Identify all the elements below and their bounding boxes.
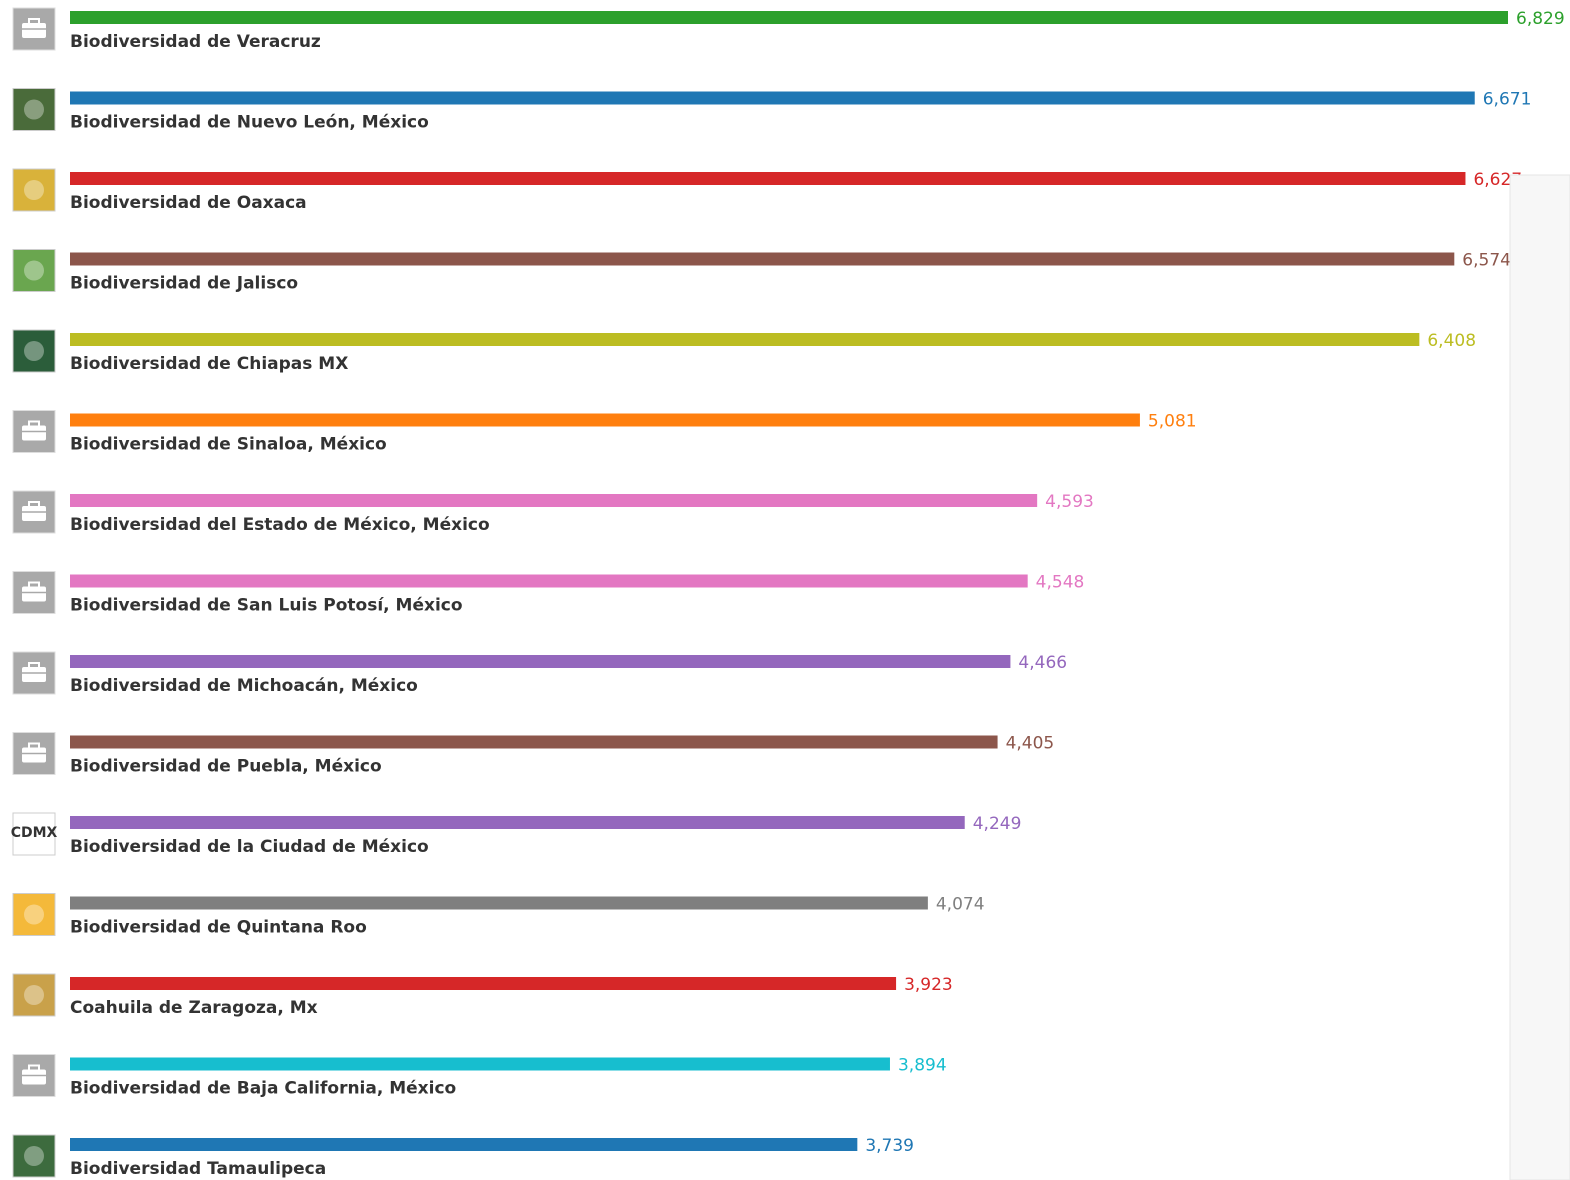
briefcase-handle bbox=[28, 501, 40, 508]
category-label: Biodiversidad de Nuevo León, México bbox=[70, 113, 429, 133]
briefcase-handle bbox=[28, 1064, 40, 1072]
briefcase bbox=[22, 506, 46, 521]
bar-value-label: 4,593 bbox=[1045, 492, 1094, 512]
category-label: Biodiversidad del Estado de México, Méxi… bbox=[70, 515, 490, 535]
category-label: Biodiversidad de Baja California, México bbox=[70, 1079, 456, 1099]
avatar-detail bbox=[24, 904, 44, 925]
avatar-detail bbox=[24, 1146, 44, 1166]
avatar-detail bbox=[24, 99, 44, 120]
avatar bbox=[12, 249, 56, 292]
avatar bbox=[12, 651, 56, 695]
bar bbox=[70, 91, 1475, 105]
briefcase bbox=[22, 23, 46, 38]
bar bbox=[70, 896, 928, 910]
briefcase-handle bbox=[28, 742, 40, 750]
avatar-bg bbox=[12, 329, 56, 373]
bar-value-label: 3,894 bbox=[898, 1056, 947, 1076]
avatar-bg bbox=[12, 249, 56, 292]
avatar bbox=[12, 732, 56, 775]
avatar bbox=[12, 571, 56, 614]
category-label: Biodiversidad de Jalisco bbox=[70, 274, 298, 294]
avatar bbox=[12, 893, 56, 936]
avatar: CDMX bbox=[11, 812, 58, 856]
briefcase bbox=[22, 425, 46, 441]
bar bbox=[70, 1057, 890, 1071]
avatar bbox=[12, 7, 56, 51]
briefcase-handle bbox=[28, 420, 40, 428]
bar-value-label: 4,405 bbox=[1006, 734, 1055, 754]
avatar-bg bbox=[12, 1134, 56, 1178]
briefcase-handle bbox=[28, 662, 40, 669]
briefcase bbox=[22, 747, 46, 763]
category-label: Biodiversidad de Oaxaca bbox=[70, 193, 307, 213]
bar-value-label: 6,408 bbox=[1427, 331, 1476, 351]
bar-value-label: 4,548 bbox=[1036, 573, 1085, 593]
briefcase-handle bbox=[28, 581, 40, 589]
bar bbox=[70, 11, 1508, 24]
category-label: Biodiversidad de Puebla, México bbox=[70, 757, 382, 777]
category-label: Biodiversidad de San Luis Potosí, México bbox=[70, 596, 463, 616]
avatar-bg bbox=[12, 88, 56, 131]
bar bbox=[70, 1138, 858, 1151]
bar-value-label: 6,829 bbox=[1516, 9, 1565, 29]
avatar-bg bbox=[12, 973, 56, 1017]
briefcase bbox=[22, 1069, 46, 1085]
category-label: Biodiversidad de la Ciudad de México bbox=[70, 837, 429, 857]
avatar-bg bbox=[12, 168, 56, 212]
bar bbox=[70, 735, 998, 749]
avatar-bg bbox=[12, 812, 56, 856]
category-label: Coahuila de Zaragoza, Mx bbox=[70, 998, 318, 1018]
avatar bbox=[12, 1054, 56, 1097]
bar bbox=[70, 494, 1038, 507]
bar bbox=[70, 977, 897, 990]
bar-value-label: 6,671 bbox=[1483, 90, 1532, 110]
category-label: Biodiversidad de Quintana Roo bbox=[70, 918, 367, 938]
bar-value-label: 5,081 bbox=[1148, 412, 1197, 432]
avatar bbox=[12, 1134, 56, 1178]
bar-value-label: 3,739 bbox=[865, 1136, 914, 1156]
category-label: Biodiversidad de Sinaloa, México bbox=[70, 435, 387, 455]
briefcase-handle bbox=[28, 18, 40, 25]
avatar bbox=[12, 490, 56, 534]
bar bbox=[70, 574, 1028, 588]
avatar-detail bbox=[24, 260, 44, 281]
avatar-logo: CDMX bbox=[11, 825, 58, 841]
avatar-detail bbox=[24, 341, 44, 361]
bar bbox=[70, 333, 1420, 346]
bar-value-label: 3,923 bbox=[904, 975, 953, 995]
category-label: Biodiversidad de Chiapas MX bbox=[70, 354, 348, 374]
bar bbox=[70, 252, 1455, 266]
avatar bbox=[12, 168, 56, 212]
avatar bbox=[12, 410, 56, 453]
bar bbox=[70, 172, 1466, 185]
bar-value-label: 6,574 bbox=[1462, 251, 1511, 271]
avatar bbox=[12, 973, 56, 1017]
avatar-detail bbox=[24, 180, 44, 200]
avatar-bg bbox=[12, 893, 56, 936]
bar bbox=[70, 655, 1011, 668]
category-label: Biodiversidad Tamaulipeca bbox=[70, 1159, 326, 1179]
side-panel bbox=[1509, 174, 1570, 1180]
bar bbox=[70, 413, 1140, 427]
avatar bbox=[12, 88, 56, 131]
bar-value-label: 4,249 bbox=[973, 814, 1022, 834]
avatar-detail bbox=[24, 985, 44, 1005]
briefcase bbox=[22, 667, 46, 682]
bar bbox=[70, 816, 965, 829]
bar-value-label: 4,074 bbox=[936, 895, 985, 915]
bar-value-label: 4,466 bbox=[1018, 653, 1067, 673]
briefcase bbox=[22, 586, 46, 602]
category-label: Biodiversidad de Veracruz bbox=[70, 32, 321, 52]
avatar bbox=[12, 329, 56, 373]
category-label: Biodiversidad de Michoacán, México bbox=[70, 676, 418, 696]
